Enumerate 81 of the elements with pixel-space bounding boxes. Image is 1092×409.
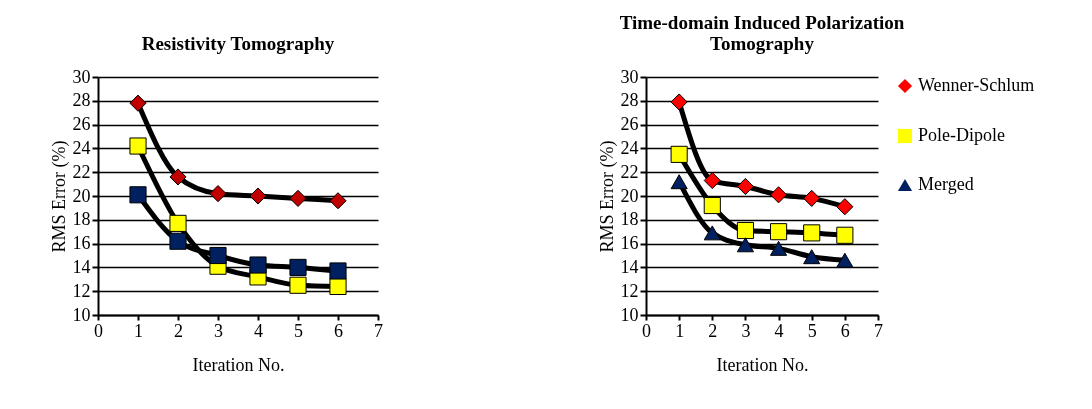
x-tick-label: 6 — [334, 320, 343, 341]
point — [249, 256, 267, 274]
point — [129, 94, 147, 112]
chart-title: Time-domain Induced Polarization Tomography — [619, 12, 905, 54]
point — [770, 240, 788, 256]
point — [703, 196, 721, 215]
y-tick-label: 14 — [620, 256, 639, 277]
point — [329, 262, 347, 280]
point — [289, 258, 307, 276]
legend-label: Wenner-Schlum — [918, 75, 1035, 95]
x-tick-label: 7 — [874, 320, 883, 341]
y-tick-label: 16 — [72, 233, 91, 254]
y-tick-label: 22 — [72, 161, 91, 182]
x-tick-label: 4 — [774, 320, 784, 341]
x-axis-title: Iteration No. — [716, 354, 809, 375]
point — [670, 174, 688, 190]
y-tick-label: 14 — [72, 256, 91, 277]
x-tick-label: 7 — [374, 320, 383, 341]
y-tick-label: 30 — [620, 66, 639, 87]
y-tick-label: 10 — [72, 304, 91, 325]
legend-label: Merged — [918, 174, 974, 194]
x-tick-label: 2 — [708, 320, 718, 341]
y-tick-label: 20 — [72, 185, 91, 206]
point — [770, 223, 788, 241]
y-axis-title: RMS Error (%) — [48, 140, 70, 253]
point — [329, 277, 347, 295]
x-tick-label: 3 — [214, 320, 223, 341]
x-tick-label: 5 — [294, 320, 303, 341]
point — [329, 192, 347, 210]
y-tick-label: 12 — [620, 280, 639, 301]
point — [209, 185, 227, 203]
y-tick-label: 16 — [620, 233, 639, 254]
y-tick-label: 28 — [72, 90, 91, 111]
point — [703, 171, 721, 190]
point — [289, 189, 307, 207]
x-tick-label: 0 — [642, 320, 651, 341]
point — [836, 226, 854, 244]
y-tick-label: 22 — [620, 161, 639, 182]
point — [129, 186, 147, 204]
x-tick-label: 5 — [807, 320, 817, 341]
y-tick-label: 18 — [620, 209, 639, 230]
y-tick-label: 18 — [72, 209, 91, 230]
point — [670, 93, 688, 111]
chart-title: Resistivity Tomography — [141, 33, 335, 54]
point — [169, 232, 187, 250]
point — [736, 177, 754, 196]
y-tick-label: 30 — [72, 66, 91, 87]
x-tick-label: 6 — [840, 320, 850, 341]
x-tick-label: 2 — [174, 320, 183, 341]
x-tick-label: 4 — [254, 320, 263, 341]
point — [703, 225, 721, 241]
point — [836, 252, 854, 268]
point — [169, 214, 187, 232]
y-tick-label: 26 — [72, 114, 91, 135]
x-tick-label: 1 — [134, 320, 143, 341]
y-tick-label: 26 — [620, 114, 639, 135]
point — [803, 189, 821, 207]
y-tick-label: 28 — [620, 90, 639, 111]
point — [736, 237, 754, 253]
y-tick-label: 20 — [620, 185, 639, 206]
point — [249, 187, 267, 205]
point — [289, 276, 307, 294]
point — [770, 186, 788, 204]
y-tick-label: 24 — [72, 137, 91, 158]
x-tick-label: 0 — [94, 320, 103, 341]
point — [129, 137, 147, 155]
point — [209, 246, 227, 265]
point — [670, 145, 688, 163]
x-axis-title: Iteration No. — [192, 354, 285, 375]
y-tick-label: 24 — [620, 137, 639, 158]
x-tick-label: 3 — [741, 320, 751, 341]
point — [803, 224, 821, 242]
x-tick-label: 1 — [675, 320, 685, 341]
y-tick-label: 10 — [620, 304, 639, 325]
y-tick-label: 12 — [72, 280, 91, 301]
point — [169, 168, 187, 186]
point — [836, 198, 854, 216]
point — [803, 249, 821, 265]
legend-label: Pole-Dipole — [918, 125, 1005, 145]
y-axis-title: RMS Error (%) — [596, 140, 618, 253]
point — [736, 221, 754, 240]
